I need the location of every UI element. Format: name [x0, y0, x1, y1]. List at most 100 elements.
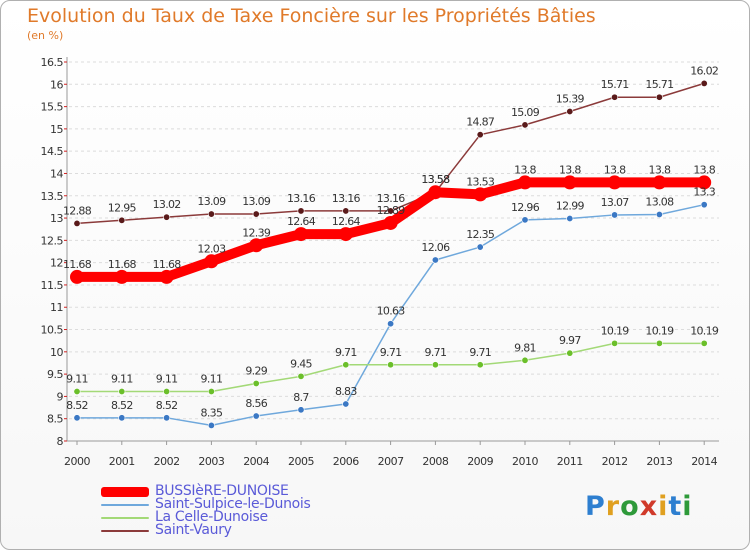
data-label: 15.71	[645, 78, 673, 91]
data-label: 12.89	[377, 204, 406, 217]
legend-label: La Celle-Dunoise	[155, 509, 268, 525]
data-point	[252, 412, 260, 420]
legend-label: Saint-Vaury	[155, 522, 232, 538]
x-tick-label: 2005	[288, 455, 314, 468]
data-point	[697, 175, 712, 190]
logo-letter: o	[620, 491, 640, 522]
data-point	[338, 227, 353, 242]
data-label: 12.06	[421, 241, 450, 254]
data-point	[431, 361, 439, 369]
x-tick-label: 2010	[512, 455, 538, 468]
data-label: 13.58	[421, 173, 450, 186]
data-point	[611, 211, 619, 219]
data-label: 8.56	[245, 397, 267, 410]
legend-label: BUSSIèRE-DUNOISE	[155, 483, 289, 499]
data-label: 9.45	[290, 357, 312, 370]
data-point	[473, 187, 488, 202]
data-point	[566, 215, 574, 223]
data-point	[118, 388, 126, 396]
data-label: 9.81	[514, 341, 536, 354]
data-label: 8.52	[111, 399, 133, 412]
data-point	[163, 388, 171, 396]
data-label: 13.58	[421, 173, 450, 186]
data-point	[652, 175, 667, 190]
data-label: 9.71	[469, 346, 491, 359]
data-point	[655, 93, 663, 101]
data-point	[611, 339, 619, 347]
x-tick-label: 2007	[378, 455, 404, 468]
legend-item: La Celle-Dunoise	[101, 509, 311, 525]
data-label: 13.8	[514, 163, 536, 176]
data-point	[566, 349, 574, 357]
data-point	[118, 216, 126, 224]
x-tick-label: 2004	[243, 455, 269, 468]
legend-item: Saint-Vaury	[101, 522, 311, 538]
data-point	[655, 339, 663, 347]
data-label: 12.64	[287, 215, 316, 228]
data-point	[342, 400, 350, 408]
x-tick-label: 2013	[646, 455, 672, 468]
data-point	[342, 361, 350, 369]
data-point	[521, 121, 529, 129]
y-tick-label: 8.5	[47, 413, 63, 426]
logo-letter: x	[639, 491, 659, 522]
data-label: 13.07	[601, 196, 630, 209]
data-point	[163, 414, 171, 422]
x-tick-label: 2011	[557, 455, 583, 468]
chart-unit-label: (en %)	[27, 29, 64, 42]
data-point	[521, 216, 529, 224]
data-label: 13.8	[649, 163, 671, 176]
chart-legend: BUSSIèRE-DUNOISE Saint-Sulpice-le-Dunois L…	[101, 483, 311, 538]
proxiti-logo: Proxiti	[585, 491, 693, 522]
data-label: 11.68	[153, 258, 182, 271]
data-label: 8.52	[66, 399, 88, 412]
data-point	[387, 207, 395, 215]
data-point	[476, 243, 484, 251]
data-point	[118, 414, 126, 422]
data-point	[387, 320, 395, 328]
data-label: 11.68	[108, 258, 137, 271]
logo-letter: t	[668, 491, 683, 522]
y-tick-label: 11	[50, 301, 63, 314]
data-point	[204, 254, 219, 269]
data-label: 13.16	[377, 192, 406, 205]
y-tick-label: 16	[50, 78, 63, 91]
data-label: 10.19	[690, 324, 719, 337]
data-label: 15.09	[511, 106, 540, 119]
data-point	[252, 210, 260, 218]
data-label: 12.03	[197, 242, 226, 255]
data-label: 12.99	[556, 200, 585, 213]
data-point	[70, 269, 84, 284]
data-label: 9.71	[335, 346, 357, 359]
data-point	[700, 339, 708, 347]
legend-swatch	[101, 529, 149, 532]
legend-item: BUSSIèRE-DUNOISE	[101, 483, 311, 499]
data-label: 13.02	[153, 198, 181, 211]
data-label: 13.8	[693, 163, 715, 176]
data-point	[297, 207, 305, 215]
legend-swatch	[101, 486, 149, 497]
data-point	[611, 93, 619, 101]
legend-item: Saint-Sulpice-le-Dunois	[101, 497, 311, 511]
data-label: 13.8	[559, 163, 581, 176]
data-point	[655, 210, 663, 218]
data-point	[521, 356, 529, 364]
y-tick-label: 15.5	[41, 101, 64, 114]
data-label: 13.3	[693, 186, 715, 199]
data-label: 15.71	[601, 78, 629, 91]
data-label: 8.52	[156, 399, 178, 412]
series-1	[73, 201, 708, 429]
data-label: 8.35	[201, 406, 223, 419]
data-label: 9.11	[201, 373, 223, 386]
data-point	[114, 269, 129, 284]
data-point	[700, 79, 708, 87]
y-tick-label: 14	[50, 167, 63, 180]
data-point	[207, 388, 215, 396]
data-label: 12.88	[63, 204, 92, 217]
data-point	[476, 361, 484, 369]
x-tick-label: 2012	[602, 455, 628, 468]
data-label: 9.97	[559, 334, 581, 347]
y-tick-label: 15	[50, 123, 63, 136]
y-tick-label: 10	[50, 346, 63, 359]
